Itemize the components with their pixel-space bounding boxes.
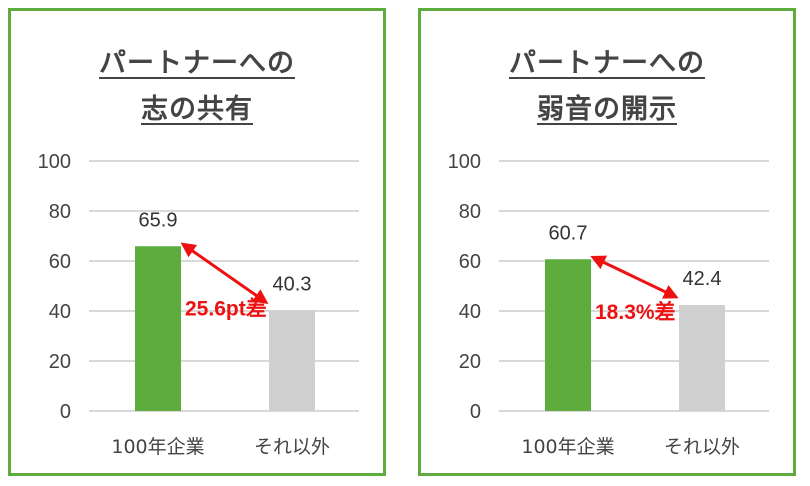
bar-others (269, 310, 315, 411)
chart-title-line-1: パートナーへの (509, 48, 705, 79)
difference-arrow (590, 255, 679, 299)
y-tick-label: 60 (459, 251, 481, 273)
bar-chart-partner-vision: 0 20 40 60 80 100 65.9 100年企業 40.3 それ以外 25.6pt差 (38, 151, 359, 458)
bar-others (679, 305, 725, 411)
y-tick-label: 100 (38, 151, 71, 173)
chart-title-line-2: 弱音の開示 (537, 94, 677, 125)
y-tick-label: 0 (470, 401, 481, 423)
data-label: 65.9 (139, 209, 178, 231)
chart-title-line-2: 志の共有 (141, 94, 253, 125)
bar-chart-partner-weakness: 0 20 40 60 80 100 60.7 100年企業 42.4 それ以外 18.3%差 (448, 151, 769, 458)
chart-title-line-1: パートナーへの (99, 48, 295, 79)
bar-hundred-year-companies (545, 259, 591, 411)
data-label: 42.4 (683, 268, 722, 290)
difference-label: 25.6pt差 (185, 296, 267, 320)
bar-hundred-year-companies (135, 246, 181, 411)
y-tick-label: 20 (459, 351, 481, 373)
y-tick-label: 40 (49, 301, 71, 323)
chart-panel-partner-weakness: パートナーへの 弱音の開示 0 20 40 60 80 100 60.7 100年企業 42.4… (418, 8, 796, 476)
data-label: 40.3 (273, 273, 312, 295)
category-label: 100年企業 (111, 436, 204, 458)
y-tick-label: 80 (459, 201, 481, 223)
difference-arrow (180, 242, 269, 304)
y-tick-label: 0 (60, 401, 71, 423)
y-tick-label: 80 (49, 201, 71, 223)
y-tick-label: 20 (49, 351, 71, 373)
category-label: それ以外 (254, 436, 330, 458)
category-label: 100年企業 (521, 436, 614, 458)
data-label: 60.7 (549, 222, 588, 244)
category-label: それ以外 (664, 436, 740, 458)
y-tick-label: 100 (448, 151, 481, 173)
y-tick-label: 60 (49, 251, 71, 273)
y-tick-label: 40 (459, 301, 481, 323)
chart-panel-partner-vision: パートナーへの 志の共有 0 20 40 60 80 100 65.9 100年企業 40.3 そ… (8, 8, 386, 476)
difference-label: 18.3%差 (595, 300, 676, 324)
